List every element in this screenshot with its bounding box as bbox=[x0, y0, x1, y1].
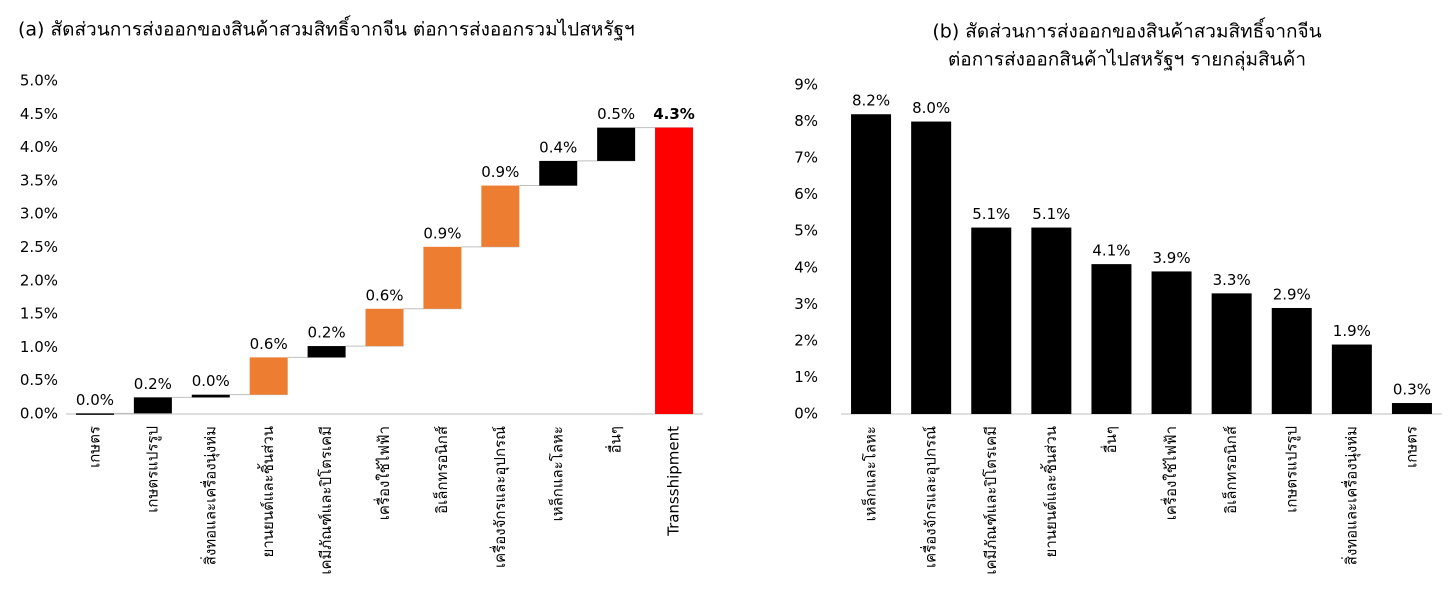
chart-title: ต่อการส่งออกสินค้าไปสหรัฐฯ รายกลุ่มสินค้… bbox=[948, 49, 1306, 72]
data-label: 0.0% bbox=[76, 391, 114, 409]
x-tick-label: สิ่งทอและเครื่องนุ่งห่ม bbox=[1340, 426, 1361, 565]
x-tick-label: เคมีภัณฑ์และปิโตรเคมี bbox=[982, 426, 1000, 575]
bar bbox=[655, 127, 694, 415]
y-tick-label: 5% bbox=[794, 222, 818, 240]
data-label: 0.5% bbox=[597, 105, 635, 123]
data-label: 8.0% bbox=[912, 99, 950, 117]
bar bbox=[481, 185, 520, 247]
data-label: 0.4% bbox=[539, 138, 577, 156]
x-tick-label: เกษตรแปรรูป bbox=[1282, 426, 1300, 513]
data-label: 4.3% bbox=[653, 105, 695, 123]
y-tick-label: 5.0% bbox=[20, 72, 58, 90]
bar bbox=[1091, 264, 1132, 414]
y-tick-label: 1.0% bbox=[20, 338, 58, 356]
y-tick-label: 7% bbox=[794, 149, 818, 167]
data-label: 2.9% bbox=[1273, 285, 1311, 303]
y-tick-label: 9% bbox=[794, 76, 818, 94]
x-tick-label: เกษตร bbox=[1402, 426, 1420, 468]
y-tick-label: 4.0% bbox=[20, 138, 58, 156]
y-tick-label: 3.0% bbox=[20, 205, 58, 223]
x-tick-label: อิเล็กทรอนิกส์ bbox=[432, 426, 451, 514]
data-label: 3.3% bbox=[1213, 271, 1251, 289]
data-label: 0.9% bbox=[423, 224, 461, 242]
y-tick-label: 4% bbox=[794, 258, 818, 276]
data-label: 0.9% bbox=[481, 163, 519, 181]
bar bbox=[971, 227, 1012, 414]
x-tick-label: อื่นๆ bbox=[605, 426, 625, 453]
bar bbox=[191, 394, 230, 398]
data-label: 3.9% bbox=[1152, 249, 1190, 267]
x-tick-label: เคมีภัณฑ์และปิโตรเคมี bbox=[317, 426, 335, 575]
data-label: 5.1% bbox=[972, 205, 1010, 223]
x-tick-label: ยานยนต์และชิ้นส่วน bbox=[257, 426, 277, 557]
y-tick-label: 6% bbox=[794, 185, 818, 203]
y-tick-label: 2.0% bbox=[20, 271, 58, 289]
chart-title: (a) สัดส่วนการส่งออกของสินค้าสวมสิทธิ์จา… bbox=[18, 15, 635, 41]
y-tick-label: 4.5% bbox=[20, 105, 58, 123]
bar bbox=[307, 346, 346, 358]
y-tick-label: 0% bbox=[794, 405, 818, 423]
y-tick-label: 3% bbox=[794, 295, 818, 313]
x-tick-label: เครื่องจักรและอุปกรณ์ bbox=[920, 426, 941, 568]
bar bbox=[75, 413, 114, 415]
y-tick-label: 1.5% bbox=[20, 305, 58, 323]
data-label: 0.6% bbox=[365, 286, 403, 304]
bar bbox=[1211, 293, 1252, 414]
data-label: 0.6% bbox=[250, 335, 288, 353]
data-label: 0.0% bbox=[192, 372, 230, 390]
x-tick-label: Transshipment bbox=[665, 426, 683, 537]
y-tick-label: 0.0% bbox=[20, 405, 58, 423]
bar bbox=[1271, 307, 1312, 414]
x-tick-label: เหล็กและโลหะ bbox=[548, 426, 567, 521]
x-tick-label: เกษตร bbox=[85, 426, 103, 468]
bar bbox=[1031, 227, 1072, 414]
y-tick-label: 8% bbox=[794, 112, 818, 130]
x-tick-label: เครื่องใช้ไฟฟ้า bbox=[373, 426, 393, 520]
x-tick-label: เหล็กและโลหะ bbox=[861, 426, 880, 521]
x-tick-label: อิเล็กทรอนิกส์ bbox=[1221, 426, 1240, 514]
x-tick-label: อื่นๆ bbox=[1100, 426, 1120, 453]
data-label: 0.2% bbox=[308, 324, 346, 342]
chart-title: (b) สัดส่วนการส่งออกของสินค้าสวมสิทธิ์จา… bbox=[932, 17, 1321, 43]
x-tick-label: เครื่องใช้ไฟฟ้า bbox=[1160, 426, 1180, 520]
y-tick-label: 0.5% bbox=[20, 371, 58, 389]
y-tick-label: 1% bbox=[794, 368, 818, 386]
bar bbox=[133, 397, 172, 414]
bar bbox=[1391, 403, 1432, 414]
x-tick-label: เกษตรแปรรูป bbox=[143, 426, 161, 513]
y-tick-label: 2.5% bbox=[20, 238, 58, 256]
data-label: 1.9% bbox=[1333, 322, 1371, 340]
data-label: 8.2% bbox=[852, 92, 890, 110]
bar bbox=[911, 121, 952, 415]
y-tick-label: 3.5% bbox=[20, 171, 58, 189]
y-tick-label: 2% bbox=[794, 331, 818, 349]
x-tick-label: สิ่งทอและเครื่องนุ่งห่ม bbox=[199, 426, 220, 565]
data-label: 5.1% bbox=[1032, 205, 1070, 223]
data-label: 4.1% bbox=[1092, 242, 1130, 260]
bar bbox=[365, 308, 404, 347]
bar bbox=[597, 127, 636, 161]
data-label: 0.2% bbox=[134, 375, 172, 393]
x-tick-label: ยานยนต์และชิ้นส่วน bbox=[1040, 426, 1060, 557]
bar bbox=[249, 357, 288, 395]
bar bbox=[539, 160, 578, 186]
bar bbox=[851, 114, 892, 414]
bar bbox=[1331, 344, 1372, 414]
data-label: 0.3% bbox=[1393, 381, 1431, 399]
x-tick-label: เครื่องจักรและอุปกรณ์ bbox=[489, 426, 510, 568]
bar bbox=[1151, 271, 1192, 414]
bar bbox=[423, 246, 462, 309]
